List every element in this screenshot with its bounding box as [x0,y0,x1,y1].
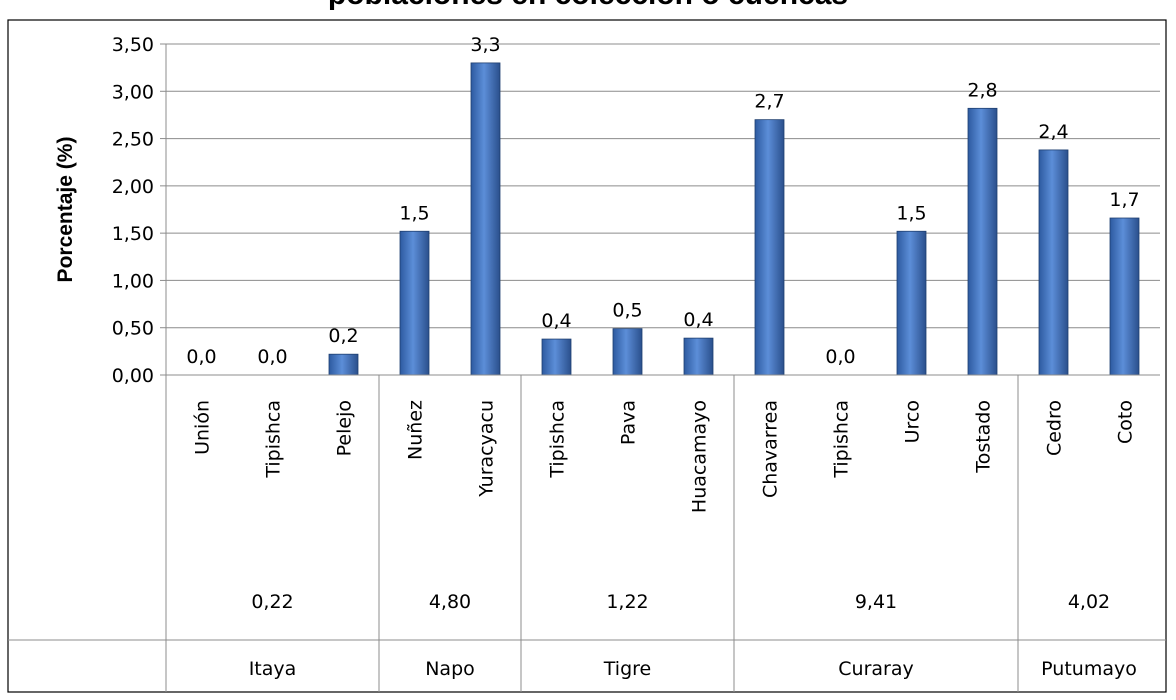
data-label: 0,4 [683,309,713,331]
data-label: 0,4 [541,310,571,332]
group-total-label: 4,02 [1068,591,1110,613]
bar [1109,217,1140,376]
data-label: 1,5 [896,202,926,224]
data-label: 0,0 [825,346,855,368]
data-label: 2,8 [967,79,997,101]
group-total-label: 1,22 [606,591,648,613]
bar [1038,149,1069,376]
category-label: Unión [192,400,214,455]
data-label: 0,2 [328,325,358,347]
group-name-label: Putumayo [1041,658,1137,680]
group-name-label: Napo [425,658,475,680]
y-tick-label: 2,00 [112,176,154,198]
category-label: Chavarrea [760,400,782,498]
group-total-label: 4,80 [429,591,471,613]
bar [896,230,927,376]
group-total-label: 0,22 [251,591,293,613]
bar [399,230,430,376]
group-name-label: Tigre [603,658,651,680]
y-axis-title: Porcentaje (%) [54,137,77,283]
category-label: Yuracyacu [476,400,498,498]
bar [683,337,714,376]
data-label: 0,5 [612,300,642,322]
data-label: 1,7 [1109,189,1139,211]
chart-title: poblaciones en colección o cuencas [0,0,1176,12]
data-label: 3,3 [470,34,500,56]
category-label: Pelejo [334,400,356,456]
data-label: 0,0 [257,346,287,368]
group-name-label: Curaray [838,658,913,680]
category-label: Tipishca [831,400,853,479]
category-label: Coto [1115,400,1137,444]
bar [967,107,998,376]
category-label: Pava [618,400,640,445]
category-label: Tipishca [547,400,569,479]
category-label: Huacamayo [689,400,711,513]
category-label: Cedro [1044,400,1066,456]
data-label: 1,5 [399,202,429,224]
category-label: Urco [902,400,924,443]
y-tick-label: 3,50 [112,34,154,56]
y-tick-label: 3,00 [112,81,154,103]
data-label: 2,7 [754,91,784,113]
category-label: Tostado [973,400,995,474]
bar [754,119,785,376]
y-tick-label: 1,00 [112,270,154,292]
bar [612,328,643,376]
data-label: 2,4 [1038,121,1068,143]
group-name-label: Itaya [249,658,297,680]
y-tick-label: 1,50 [112,223,154,245]
bar [541,338,572,376]
y-tick-label: 0,00 [112,365,154,387]
bar [470,62,501,376]
bar [328,353,359,376]
category-label: Nuñez [405,400,427,460]
data-label: 0,0 [186,346,216,368]
chart-frame [7,19,1167,693]
y-tick-label: 0,50 [112,318,154,340]
category-label: Tipishca [263,400,285,479]
y-tick-label: 2,50 [112,129,154,151]
group-total-label: 9,41 [855,591,897,613]
